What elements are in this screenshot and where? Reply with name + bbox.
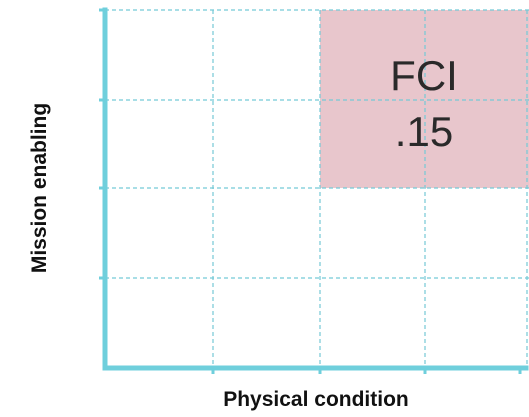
ticks — [99, 8, 522, 374]
fci-highlight-box — [320, 10, 529, 188]
grid — [105, 9, 529, 368]
x-axis-label: Physical condition — [223, 388, 409, 411]
fci-label: FCI — [390, 52, 458, 99]
fci-value: .15 — [395, 108, 453, 155]
y-axis-label: Mission enabling — [28, 103, 51, 273]
